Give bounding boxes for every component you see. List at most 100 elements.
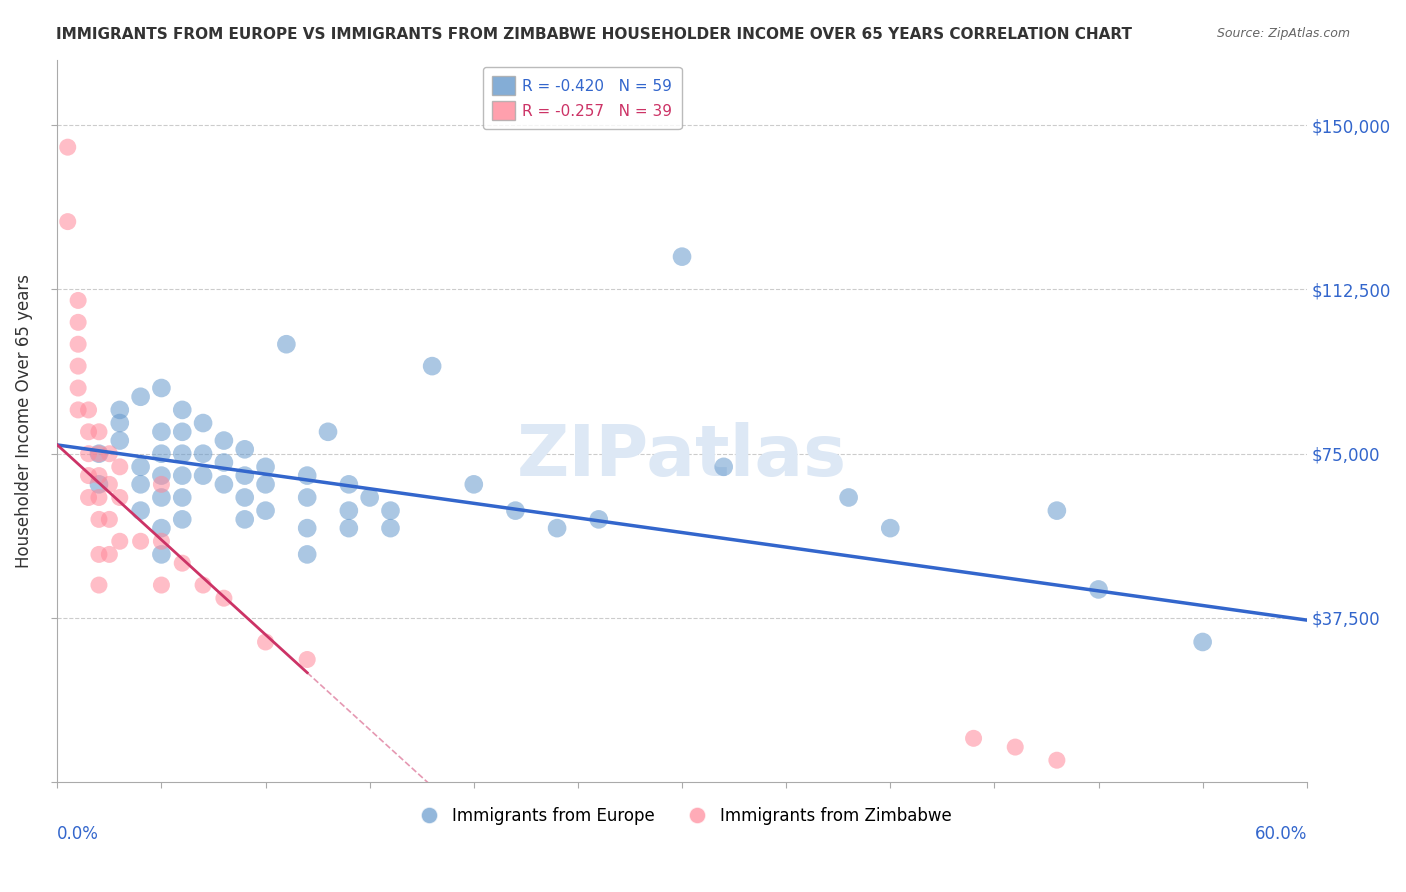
Point [254, 477, 277, 491]
Point [337, 477, 360, 491]
Point [1046, 753, 1069, 767]
Point [77, 447, 100, 461]
Point [172, 403, 194, 417]
Point [129, 503, 152, 517]
Point [150, 578, 173, 592]
Point [233, 468, 256, 483]
Point [316, 425, 339, 439]
Point [713, 459, 735, 474]
Point [67, 315, 90, 329]
Point [879, 521, 901, 535]
Point [67, 381, 90, 395]
Point [108, 459, 131, 474]
Point [98, 477, 121, 491]
Point [67, 337, 90, 351]
Point [295, 491, 318, 505]
Point [150, 491, 173, 505]
Point [150, 447, 173, 461]
Point [150, 477, 173, 491]
Point [150, 381, 173, 395]
Point [77, 425, 100, 439]
Point [87, 425, 110, 439]
Point [295, 468, 318, 483]
Point [337, 503, 360, 517]
Point [254, 459, 277, 474]
Point [172, 468, 194, 483]
Point [1191, 635, 1213, 649]
Point [295, 652, 318, 666]
Point [276, 337, 298, 351]
Point [87, 447, 110, 461]
Point [191, 447, 214, 461]
Point [671, 250, 693, 264]
Text: 0.0%: 0.0% [58, 825, 100, 844]
Point [87, 512, 110, 526]
Point [87, 477, 110, 491]
Point [56, 140, 79, 154]
Point [98, 512, 121, 526]
Point [77, 403, 100, 417]
Point [254, 503, 277, 517]
Point [67, 359, 90, 373]
Point [56, 214, 79, 228]
Point [295, 548, 318, 562]
Point [212, 434, 235, 448]
Point [1004, 740, 1026, 755]
Point [129, 477, 152, 491]
Point [87, 578, 110, 592]
Point [129, 390, 152, 404]
Point [233, 512, 256, 526]
Point [380, 503, 402, 517]
Point [108, 434, 131, 448]
Point [87, 468, 110, 483]
Point [233, 491, 256, 505]
Point [233, 442, 256, 457]
Point [191, 416, 214, 430]
Point [87, 548, 110, 562]
Text: IMMIGRANTS FROM EUROPE VS IMMIGRANTS FROM ZIMBABWE HOUSEHOLDER INCOME OVER 65 YE: IMMIGRANTS FROM EUROPE VS IMMIGRANTS FRO… [56, 27, 1132, 42]
Point [172, 425, 194, 439]
Text: 60.0%: 60.0% [1254, 825, 1306, 844]
Point [838, 491, 860, 505]
Point [98, 447, 121, 461]
Point [254, 635, 277, 649]
Text: ZIPatlas: ZIPatlas [517, 423, 846, 491]
Point [150, 548, 173, 562]
Point [212, 477, 235, 491]
Point [98, 548, 121, 562]
Point [172, 556, 194, 570]
Point [172, 447, 194, 461]
Legend: Immigrants from Europe, Immigrants from Zimbabwe: Immigrants from Europe, Immigrants from … [405, 800, 959, 831]
Point [150, 534, 173, 549]
Point [1046, 503, 1069, 517]
Point [67, 403, 90, 417]
Point [420, 359, 443, 373]
Point [588, 512, 610, 526]
Point [337, 521, 360, 535]
Point [505, 503, 527, 517]
Point [359, 491, 381, 505]
Point [77, 468, 100, 483]
Point [150, 425, 173, 439]
Point [87, 447, 110, 461]
Point [108, 491, 131, 505]
Point [108, 403, 131, 417]
Point [172, 512, 194, 526]
Point [77, 491, 100, 505]
Point [172, 491, 194, 505]
Point [150, 468, 173, 483]
Point [191, 468, 214, 483]
Point [87, 491, 110, 505]
Point [129, 459, 152, 474]
Point [150, 521, 173, 535]
Point [191, 578, 214, 592]
Point [108, 534, 131, 549]
Point [380, 521, 402, 535]
Point [212, 455, 235, 469]
Y-axis label: Householder Income Over 65 years: Householder Income Over 65 years [15, 274, 32, 568]
Point [129, 534, 152, 549]
Point [67, 293, 90, 308]
Text: Source: ZipAtlas.com: Source: ZipAtlas.com [1216, 27, 1350, 40]
Point [108, 416, 131, 430]
Point [1087, 582, 1109, 597]
